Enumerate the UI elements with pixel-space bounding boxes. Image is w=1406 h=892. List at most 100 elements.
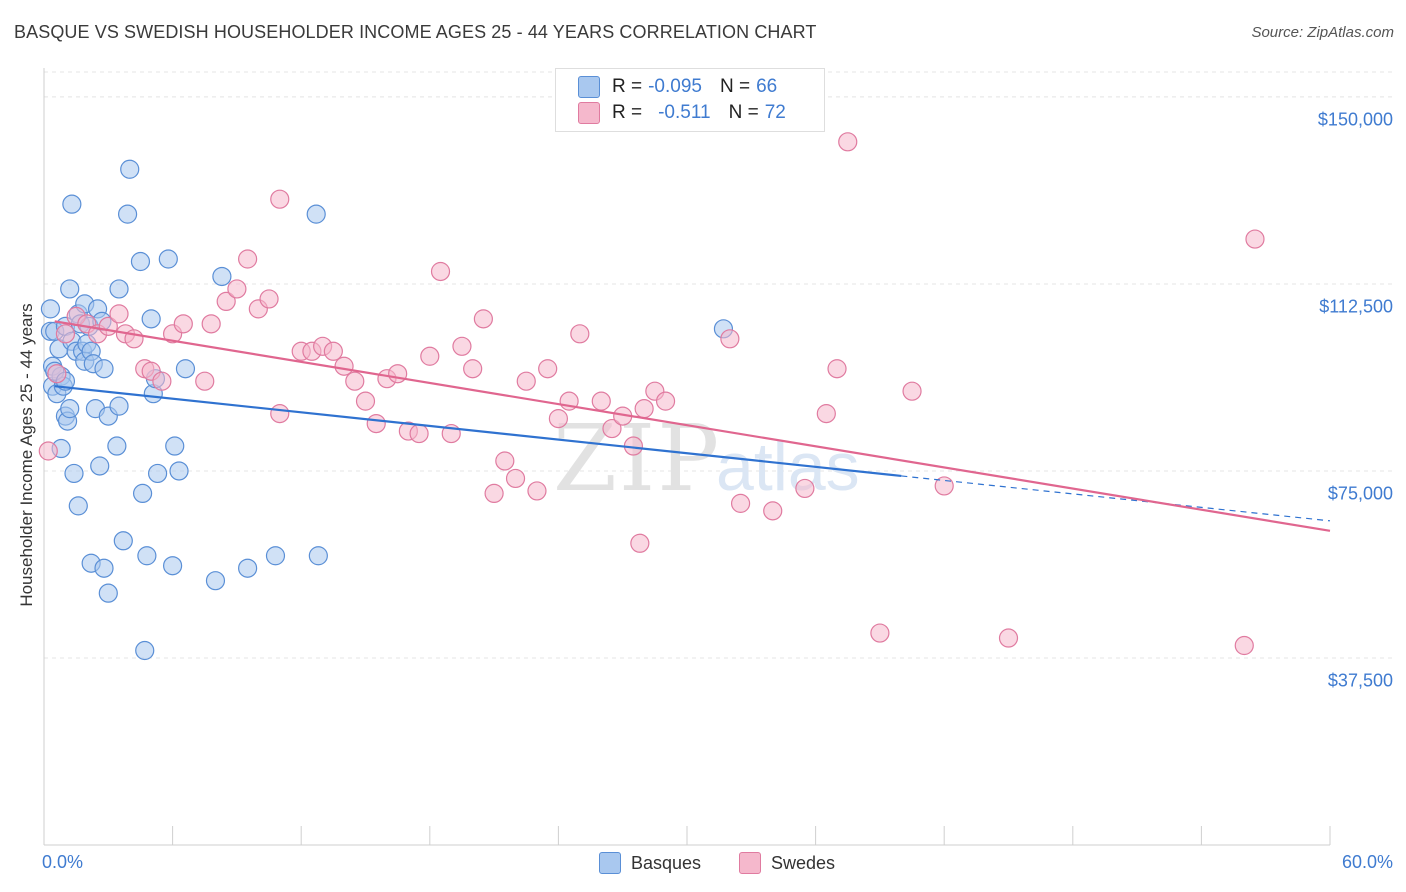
swedes-point [463,359,483,379]
basques-point [60,399,80,419]
swedes-point [795,478,815,499]
basques-point [141,309,161,329]
swedes-point [516,371,536,391]
legend-r-value: -0.095 [648,76,702,97]
stats-legend: R = -0.095 N = 66 R = -0.511 N = 72 [555,68,825,132]
swedes-point [366,413,386,434]
basques-point [117,204,138,224]
basques-point [113,531,133,551]
swedes-point [473,309,493,329]
y-tick-label: $37,500 [1327,670,1393,691]
swedes-point [345,371,365,391]
swedes-legend-label: Swedes [771,852,836,873]
basques-point [68,496,88,516]
basques-trend-extension [901,475,1331,522]
swedes-point [47,364,67,384]
swedes-point [1234,635,1254,656]
basques-point [62,194,82,214]
swedes-point [55,324,76,344]
swedes-point [109,304,129,324]
swedes-point [195,371,215,391]
basques-point [265,546,286,566]
basques-point [40,299,61,319]
basques-point [109,279,129,299]
swedes-point [505,468,526,489]
basques-point [120,159,140,179]
basques-legend-label: Basques [631,852,702,873]
axes [43,68,1331,846]
swedes-point [227,279,247,299]
swedes-point [591,391,611,411]
basques-point [169,461,189,481]
swedes-point [538,359,558,379]
swedes-point [323,341,343,361]
source-label: Source: ZipAtlas.com [1251,24,1394,41]
swedes-point [270,404,290,424]
swedes-point [634,399,654,419]
legend-n-value: 66 [756,76,778,97]
basques-points [40,159,734,661]
swedes-point [570,324,590,344]
basques-point [212,266,232,287]
swedes-point [216,291,236,312]
basques-point [165,436,185,456]
swedes-point [452,336,472,356]
swedes-point [827,359,847,379]
basques-point [163,556,183,576]
swedes-point [173,314,193,334]
basques-point [158,249,178,269]
basques-point [130,251,151,272]
basques-point [132,483,153,504]
swedes-legend-swatch [739,852,761,874]
basques-point [60,279,80,299]
basques-point [90,456,110,476]
legend-n-value: 72 [764,102,786,123]
basques-point [175,359,196,379]
swedes-point [1245,229,1265,249]
basques-point [109,396,129,416]
swedes-point [902,381,922,401]
legend-r-label: R = [612,76,643,97]
swedes-point [238,249,258,269]
basques-point [98,583,118,603]
y-tick-label: $75,000 [1327,483,1393,504]
swedes-trend-line [54,320,1331,532]
chart-title: BASQUE VS SWEDISH HOUSEHOLDER INCOME AGE… [14,22,817,42]
swedes-point [420,346,440,366]
basques-point [137,546,157,566]
basques-point [306,204,326,224]
swedes-point [655,391,676,411]
swedes-point [430,261,451,282]
swedes-point [602,418,622,439]
swedes-point [838,132,858,152]
swedes-point [548,409,569,429]
swedes-point [998,628,1019,648]
y-tick-label: $112,500 [1319,296,1393,317]
swedes-point [630,533,650,553]
basques-point [94,359,114,379]
swedes-swatch [578,102,600,124]
swedes-point [259,289,279,309]
legend-row-swedes: R = -0.511 N = 72 [578,100,786,126]
swedes-point [495,451,515,471]
swedes-point [816,404,836,424]
swedes-point [527,481,547,501]
basques-point [238,558,258,578]
trend-lines [54,320,1331,532]
basques-point [107,436,127,456]
basques-point [308,546,328,566]
watermark-atlas: atlas [716,429,860,505]
swedes-point [201,314,221,334]
y-tick-label: $150,000 [1317,109,1393,130]
basques-point [94,558,114,578]
swedes-point [730,493,751,513]
watermark: ZIP atlas [553,405,860,512]
swedes-point [270,189,290,209]
legend-row-basques: R = -0.095 N = 66 [578,74,777,100]
bottom-legend-swedes: Swedes [739,852,835,874]
swedes-point [355,391,376,411]
basques-point [64,463,84,484]
legend-n-label: N = [719,76,751,97]
swedes-point [334,356,354,376]
